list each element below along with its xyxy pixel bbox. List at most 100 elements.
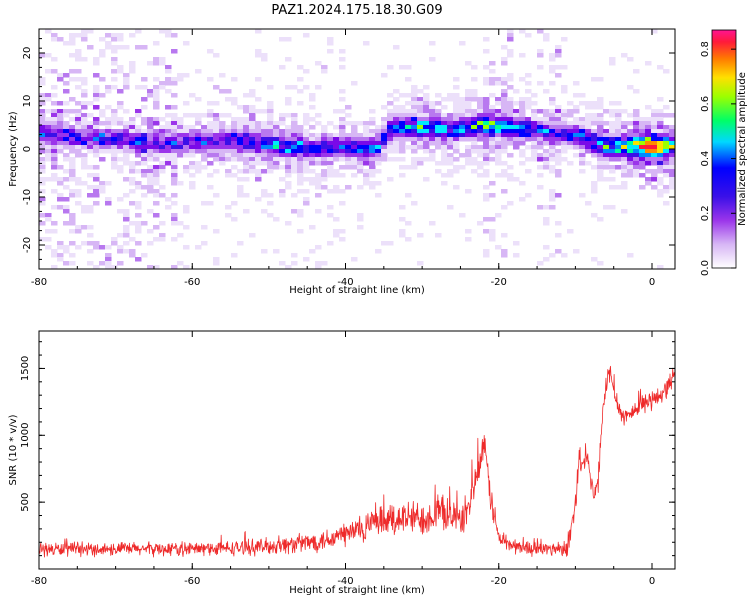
heatmap-cell [537,157,544,162]
heatmap-cell [603,157,610,162]
heatmap-cell [375,169,382,174]
heatmap-cell [417,129,424,134]
heatmap-cell [135,161,142,166]
heatmap-cell [183,205,190,210]
heatmap-cell [393,149,400,154]
heatmap-cell [417,145,424,150]
heatmap-cell [411,89,418,94]
heatmap-cell [249,233,256,238]
heatmap-cell [213,121,220,126]
heatmap-cell [435,233,442,238]
heatmap-cell [321,261,328,266]
heatmap-cell [255,149,262,154]
heatmap-cell [603,121,610,126]
heatmap-cell [495,153,502,158]
heatmap-cell [123,233,130,238]
heatmap-cell [417,161,424,166]
heatmap-cell [561,253,568,258]
heatmap-cell [339,153,346,158]
heatmap-cell [219,161,226,166]
heatmap-cell [267,129,274,134]
heatmap-cell [483,217,490,222]
heatmap-cell [297,153,304,158]
y-tick-label: 1000 [20,423,31,448]
heatmap-cell [651,161,658,166]
heatmap-cell [483,197,490,202]
heatmap-cell [93,265,100,269]
heatmap-cell [327,133,334,138]
heatmap-cell [651,173,658,178]
heatmap-cell [573,109,580,114]
heatmap-cell [399,125,406,130]
heatmap-cell [603,137,610,142]
heatmap-cell [387,101,394,106]
heatmap-cell [69,33,76,38]
heatmap-cell [495,109,502,114]
heatmap-cell [51,153,58,158]
heatmap-cell [621,153,628,158]
heatmap-cell [531,113,538,118]
heatmap-cell [75,245,82,250]
heatmap-cell [45,229,52,234]
heatmap-cell [327,121,334,126]
heatmap-cell [45,53,52,58]
heatmap-cell [363,145,370,150]
heatmap-cell [153,265,160,269]
heatmap-cell [135,229,142,234]
heatmap-cell [75,129,82,134]
heatmap-cell [321,161,328,166]
heatmap-cell [129,133,136,138]
heatmap-cell [381,241,388,246]
heatmap-cell [69,253,76,258]
heatmap-cell [291,261,298,266]
heatmap-cell [507,97,514,102]
heatmap-cell [225,169,232,174]
heatmap-cell [111,37,118,42]
heatmap-cell [603,161,610,166]
x-tick-label: 0 [649,277,655,288]
heatmap-cell [81,141,88,146]
heatmap-cell [663,169,670,174]
heatmap-cell [105,149,112,154]
heatmap-cell [351,157,358,162]
heatmap-cell [507,177,514,182]
heatmap-cell [51,145,58,150]
heatmap-cell [483,117,490,122]
heatmap-cell [375,193,382,198]
heatmap-cell [75,117,82,122]
heatmap-cell [483,137,490,142]
heatmap-cell [411,117,418,122]
heatmap-cell [663,129,670,134]
heatmap-cell [171,165,178,170]
heatmap-cell [591,149,598,154]
heatmap-cell [189,113,196,118]
heatmap-cell [495,145,502,150]
heatmap-cell [345,141,352,146]
heatmap-cell [543,157,550,162]
heatmap-cell [219,137,226,142]
heatmap-cell [231,153,238,158]
heatmap-cell [153,141,160,146]
heatmap-cell [279,177,286,182]
heatmap-cell [105,137,112,142]
heatmap-cell [519,117,526,122]
heatmap-cell [543,37,550,42]
heatmap-cell [75,153,82,158]
heatmap-cell [405,193,412,198]
heatmap-cell [519,181,526,186]
heatmap-cell [531,145,538,150]
heatmap-cell [147,129,154,134]
heatmap-cell [213,261,220,266]
heatmap-cell [69,157,76,162]
heatmap-cell [153,41,160,46]
heatmap-cell [129,33,136,38]
heatmap-cell [231,201,238,206]
heatmap-cell [411,157,418,162]
heatmap-cell [69,117,76,122]
heatmap-cell [297,77,304,82]
heatmap-cell [465,157,472,162]
heatmap-cell [417,133,424,138]
heatmap-cell [489,145,496,150]
heatmap-cell [39,213,46,218]
heatmap-cell [627,145,634,150]
